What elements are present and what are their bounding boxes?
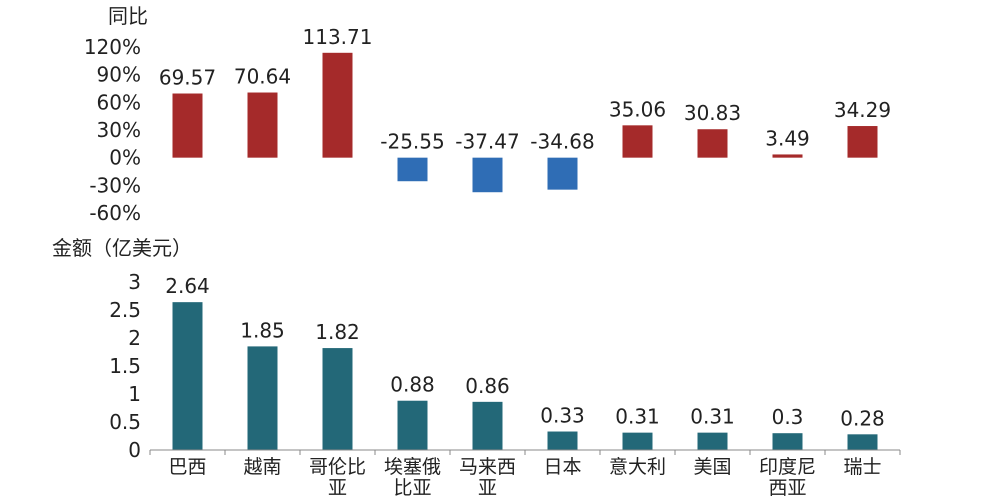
yoy-value-label: 70.64 [234,65,291,89]
yoy-value-label: 113.71 [303,25,373,49]
category-label: 日本 [543,456,581,478]
category-label-line: 意大利 [609,456,666,478]
yoy-bar [697,129,728,158]
amount-bar [472,401,503,450]
category-label-line: 美国 [693,456,731,478]
yoy-y-tick-label: 30% [97,118,141,142]
amount-bars [172,302,878,450]
yoy-value-label: 3.49 [765,126,810,150]
yoy-value-label: -37.47 [455,130,519,154]
category-label: 美国 [693,456,731,478]
yoy-y-tick-label: 120% [84,35,141,59]
amount-y-tick-label: 0.5 [109,410,141,434]
amount-bar [247,346,278,450]
category-label-line: 比亚 [393,477,431,499]
category-label-line: 印度尼 [759,456,816,478]
yoy-y-tick-label: -30% [89,173,141,197]
yoy-growth-chart: 同比 120% 90% 60% 30% 0% -30% -60% 69.57 70.64 113… [84,4,891,225]
category-label: 意大利 [609,456,666,478]
yoy-bar [547,157,578,190]
amount-axis-title: 金额（亿美元） [52,236,192,260]
amount-y-ticks: 3 2.5 2 1.5 1 0.5 0 [109,270,141,462]
yoy-y-tick-label: -60% [89,201,141,225]
amount-bar [397,400,428,450]
category-label-line: 埃塞俄 [384,456,441,478]
amount-value-label: 0.86 [465,374,510,398]
yoy-bar [472,157,503,193]
yoy-bar [397,157,428,182]
category-label: 马来西亚 [459,456,516,499]
amount-chart: 金额（亿美元） 3 2.5 2 1.5 1 0.5 0 2.64 1.85 1.82 0.88 0.… [52,236,901,499]
yoy-value-label: 34.29 [834,98,891,122]
amount-value-labels: 2.64 1.85 1.82 0.88 0.86 0.33 0.31 0.31 0.3 0.28 [165,274,885,430]
category-label: 哥伦比亚 [309,456,366,499]
category-label: 印度尼西亚 [759,456,816,499]
amount-value-label: 0.3 [772,405,804,429]
yoy-y-tick-label: 90% [97,63,141,87]
yoy-y-tick-label: 0% [109,146,141,170]
yoy-bar [247,92,278,158]
amount-y-tick-label: 1 [128,382,141,406]
yoy-y-tick-label: 60% [97,90,141,114]
amount-value-label: 0.88 [390,373,435,397]
yoy-bar [622,125,653,158]
category-label-line: 越南 [243,456,281,478]
yoy-value-label: 69.57 [159,66,216,90]
amount-value-label: 0.31 [615,405,660,429]
amount-bar [622,432,653,450]
amount-value-label: 1.85 [240,318,285,342]
amount-value-label: 0.33 [540,404,585,428]
amount-value-label: 0.28 [840,406,885,430]
amount-bar [772,433,803,450]
amount-value-label: 1.82 [315,320,360,344]
category-label: 埃塞俄比亚 [384,456,441,499]
category-label: 瑞士 [843,456,881,478]
amount-bar [172,302,203,450]
amount-y-tick-label: 1.5 [109,354,141,378]
category-label-line: 亚 [328,477,347,499]
yoy-value-label: 35.06 [609,97,666,121]
category-label-line: 巴西 [168,456,206,478]
yoy-value-label: -25.55 [380,130,444,154]
amount-y-tick-label: 2 [128,326,141,350]
category-label-line: 马来西 [459,456,516,478]
yoy-bar [772,154,803,158]
yoy-bar [322,52,353,158]
amount-bar [547,431,578,450]
yoy-value-labels: 69.57 70.64 113.71 -25.55 -37.47 -34.68 35.06 3… [159,25,891,154]
category-label: 越南 [243,456,281,478]
yoy-bars [172,52,878,193]
category-label-line: 哥伦比 [309,456,366,478]
yoy-y-ticks: 120% 90% 60% 30% 0% -30% -60% [84,35,141,225]
amount-y-tick-label: 0 [128,438,141,462]
amount-value-label: 2.64 [165,274,210,298]
yoy-bar [172,93,203,158]
x-axis-ticks [149,450,901,455]
category-label-line: 西亚 [768,477,806,499]
yoy-value-label: -34.68 [530,130,594,154]
yoy-axis-title: 同比 [108,4,148,28]
amount-y-tick-label: 2.5 [109,298,141,322]
category-label-line: 瑞士 [843,456,881,478]
category-label-line: 亚 [478,477,497,499]
category-label: 巴西 [168,456,206,478]
yoy-value-label: 30.83 [684,101,741,125]
amount-value-label: 0.31 [690,405,735,429]
amount-y-tick-label: 3 [128,270,141,294]
category-label-line: 日本 [543,456,581,478]
amount-bar [322,348,353,450]
yoy-bar [847,126,878,158]
amount-bar [847,434,878,450]
amount-bar [697,432,728,450]
